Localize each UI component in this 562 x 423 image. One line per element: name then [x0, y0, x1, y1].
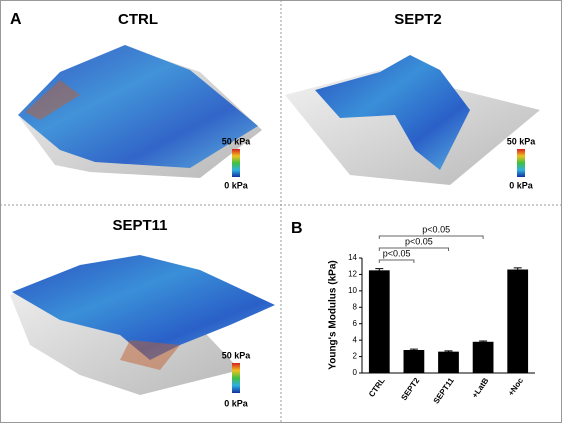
significance-label: p<0.05: [383, 248, 411, 258]
panel-label: A: [10, 11, 22, 28]
bar: [472, 341, 494, 373]
significance-bracket: [378, 247, 449, 251]
error-bar: [513, 267, 522, 272]
x-tick-label: SEPT11: [432, 376, 457, 406]
y-tick-label: 10: [348, 286, 357, 295]
panel-label: B: [291, 220, 303, 237]
error-bar: [479, 340, 488, 343]
colorbar: [232, 363, 240, 393]
scale-max: 50 kPa: [222, 350, 252, 360]
image-title: SEPT2: [394, 11, 442, 28]
scale-max: 50 kPa: [507, 136, 537, 146]
x-tick-label: +Noc: [506, 376, 525, 398]
significance-label: p<0.05: [405, 236, 433, 246]
scale-min: 0 kPa: [509, 180, 534, 190]
stiffness-map: [25, 80, 80, 120]
x-tick-label: SEPT2: [399, 376, 421, 402]
significance-label: p<0.05: [422, 224, 450, 234]
x-tick-label: CTRL: [367, 376, 387, 399]
bar: [507, 269, 529, 373]
significance-bracket: [378, 235, 484, 239]
x-tick-label: +LatB: [470, 376, 490, 400]
colorbar: [232, 149, 240, 177]
y-tick-label: 14: [348, 253, 357, 262]
stiffness-map: [12, 255, 275, 360]
stiffness-map: [120, 340, 180, 370]
y-tick-label: 4: [353, 335, 358, 344]
bar: [403, 350, 425, 373]
error-bar: [444, 350, 453, 353]
bar: [438, 351, 459, 373]
stiffness-map: [315, 55, 470, 170]
significance-bracket: [378, 259, 415, 263]
bar: [368, 270, 390, 373]
y-tick-label: 8: [353, 302, 358, 311]
image-title: CTRL: [118, 11, 158, 28]
y-tick-label: 12: [348, 270, 357, 279]
colorbar: [517, 149, 525, 177]
scale-min: 0 kPa: [224, 180, 249, 190]
scale-max: 50 kPa: [222, 136, 252, 146]
scale-min: 0 kPa: [224, 398, 249, 408]
stiffness-map: [18, 45, 258, 168]
y-tick-label: 0: [353, 368, 358, 377]
error-bar: [409, 348, 418, 351]
error-bar: [375, 268, 384, 272]
y-tick-label: 2: [353, 352, 358, 361]
image-title: SEPT11: [112, 217, 167, 234]
y-axis-label: Young's Modulus (kPa): [328, 260, 339, 369]
y-tick-label: 6: [353, 319, 358, 328]
